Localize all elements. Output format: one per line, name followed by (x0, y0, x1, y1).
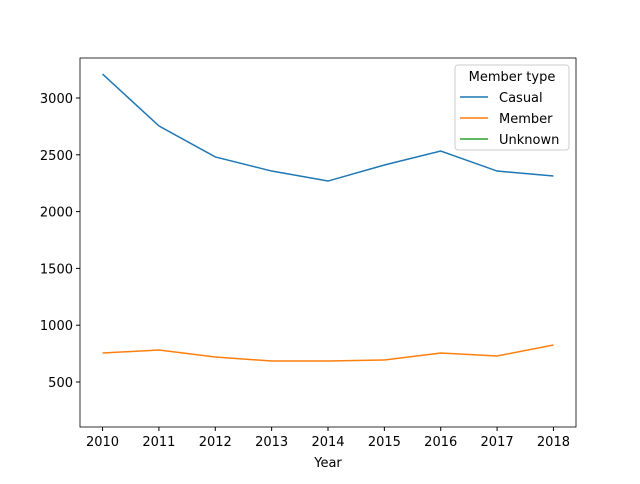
x-axis-label: Year (313, 456, 342, 471)
legend-label: Unknown (499, 133, 559, 148)
x-tick-label: 2016 (424, 435, 457, 450)
y-tick-label: 2000 (40, 206, 73, 221)
x-tick-label: 2013 (255, 435, 288, 450)
x-tick-label: 2015 (368, 435, 401, 450)
x-tick-label: 2018 (537, 435, 570, 450)
x-tick-label: 2012 (199, 435, 232, 450)
y-tick-label: 1500 (40, 262, 73, 277)
legend-box (454, 64, 570, 151)
series-line (102, 344, 554, 362)
x-tick-label: 2011 (142, 435, 175, 450)
series-line (102, 73, 554, 182)
legend-label: Casual (499, 91, 543, 106)
y-tick-label: 2500 (40, 149, 73, 164)
y-tick-label: 3000 (40, 92, 73, 107)
x-tick-label: 2017 (481, 435, 514, 450)
y-tick-label: 500 (48, 376, 73, 391)
legend-title: Member type (469, 70, 556, 85)
legend-label: Member (499, 112, 553, 127)
y-tick-label: 1000 (40, 319, 73, 334)
x-tick-label: 2014 (311, 435, 344, 450)
plot-frame (79, 57, 577, 428)
x-tick-label: 2010 (86, 435, 119, 450)
